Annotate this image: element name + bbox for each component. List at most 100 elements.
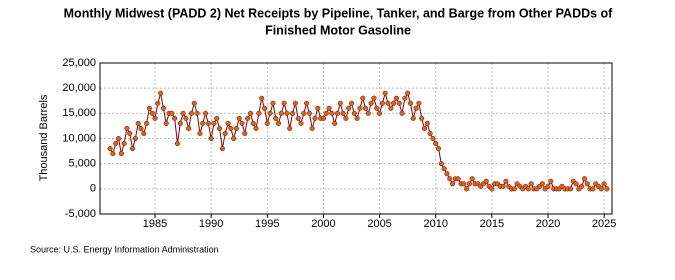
data-point xyxy=(590,186,596,192)
data-point xyxy=(309,125,315,131)
data-point xyxy=(261,105,268,111)
data-point xyxy=(326,105,332,111)
data-point xyxy=(281,100,287,106)
x-tick-label: 1985 xyxy=(143,218,167,230)
data-point xyxy=(149,110,155,116)
source: Source: U.S. Energy Information Administ… xyxy=(30,244,219,254)
data-point xyxy=(211,120,217,126)
chart-subtitle: Finished Motor Gasoline xyxy=(265,23,411,37)
data-point xyxy=(430,135,436,142)
data-point xyxy=(393,95,399,101)
data-point xyxy=(290,110,296,116)
data-point xyxy=(419,115,425,121)
data-point xyxy=(233,125,239,131)
data-point xyxy=(256,110,262,116)
x-tick-label: 1995 xyxy=(255,218,279,230)
data-point xyxy=(379,100,385,106)
data-point xyxy=(604,186,610,192)
data-point xyxy=(250,120,256,126)
data-point xyxy=(253,125,259,131)
data-point xyxy=(186,125,192,131)
data-point xyxy=(334,110,341,116)
data-point xyxy=(172,115,178,121)
x-tick-label: 2010 xyxy=(423,218,447,230)
y-tick-label: 20,000 xyxy=(62,82,96,94)
data-point xyxy=(242,130,248,137)
data-point xyxy=(160,105,166,111)
data-point xyxy=(461,181,467,187)
data-point xyxy=(259,95,265,101)
data-point xyxy=(194,110,200,116)
data-point xyxy=(188,110,195,116)
data-point xyxy=(312,115,318,121)
data-point xyxy=(132,135,138,142)
data-point xyxy=(435,146,442,152)
data-point xyxy=(354,115,360,121)
data-point xyxy=(177,120,183,126)
data-point xyxy=(107,146,113,152)
data-point xyxy=(525,186,531,192)
data-point xyxy=(306,110,312,116)
data-point xyxy=(138,125,144,131)
data-point xyxy=(124,125,130,131)
data-point xyxy=(466,181,472,187)
data-point xyxy=(118,151,124,157)
data-point xyxy=(130,146,136,152)
plot-frame xyxy=(99,62,613,215)
data-point xyxy=(377,110,383,116)
x-tick-label: 2005 xyxy=(367,218,391,230)
data-point xyxy=(346,105,352,111)
data-point xyxy=(144,120,150,126)
y-tick-label: 5,000 xyxy=(68,158,96,170)
data-point xyxy=(396,100,402,106)
data-point xyxy=(202,110,209,116)
data-point xyxy=(180,110,186,116)
data-point xyxy=(236,115,242,121)
data-point xyxy=(567,186,574,192)
data-point xyxy=(469,176,475,182)
data-point xyxy=(205,120,211,126)
data-point xyxy=(141,130,147,137)
data-point xyxy=(275,120,282,126)
data-point xyxy=(278,110,284,116)
data-point xyxy=(433,140,439,147)
data-point xyxy=(155,100,161,106)
data-point xyxy=(399,110,405,116)
data-point xyxy=(413,105,419,111)
data-point xyxy=(407,100,414,106)
data-point xyxy=(264,120,270,126)
data-point xyxy=(362,105,369,111)
data-point xyxy=(301,110,307,116)
data-point xyxy=(337,100,343,106)
data-point xyxy=(214,115,220,121)
data-point xyxy=(247,110,254,116)
data-point xyxy=(427,130,433,137)
data-point xyxy=(371,95,377,101)
data-point xyxy=(295,115,301,121)
data-point xyxy=(197,130,203,137)
data-point xyxy=(163,120,169,126)
data-point xyxy=(489,186,495,192)
data-point xyxy=(208,135,214,142)
data-point xyxy=(368,100,374,106)
data-point xyxy=(455,176,461,182)
y-tick-label: 10,000 xyxy=(62,132,96,144)
data-point xyxy=(273,115,279,121)
x-tick-label: 2020 xyxy=(536,218,560,230)
data-point xyxy=(127,130,133,137)
data-point xyxy=(503,178,509,184)
data-point xyxy=(410,115,416,121)
data-point xyxy=(225,120,231,126)
data-point xyxy=(343,115,349,121)
data-point xyxy=(315,105,321,111)
data-point xyxy=(360,95,366,101)
data-point xyxy=(222,130,228,137)
y-tick-label: 0 xyxy=(90,183,96,195)
data-point xyxy=(438,161,444,167)
data-point xyxy=(231,135,237,142)
data-point xyxy=(548,178,554,184)
data-point xyxy=(228,125,234,131)
x-tick-label: 2025 xyxy=(592,218,616,230)
data-point xyxy=(158,90,164,96)
